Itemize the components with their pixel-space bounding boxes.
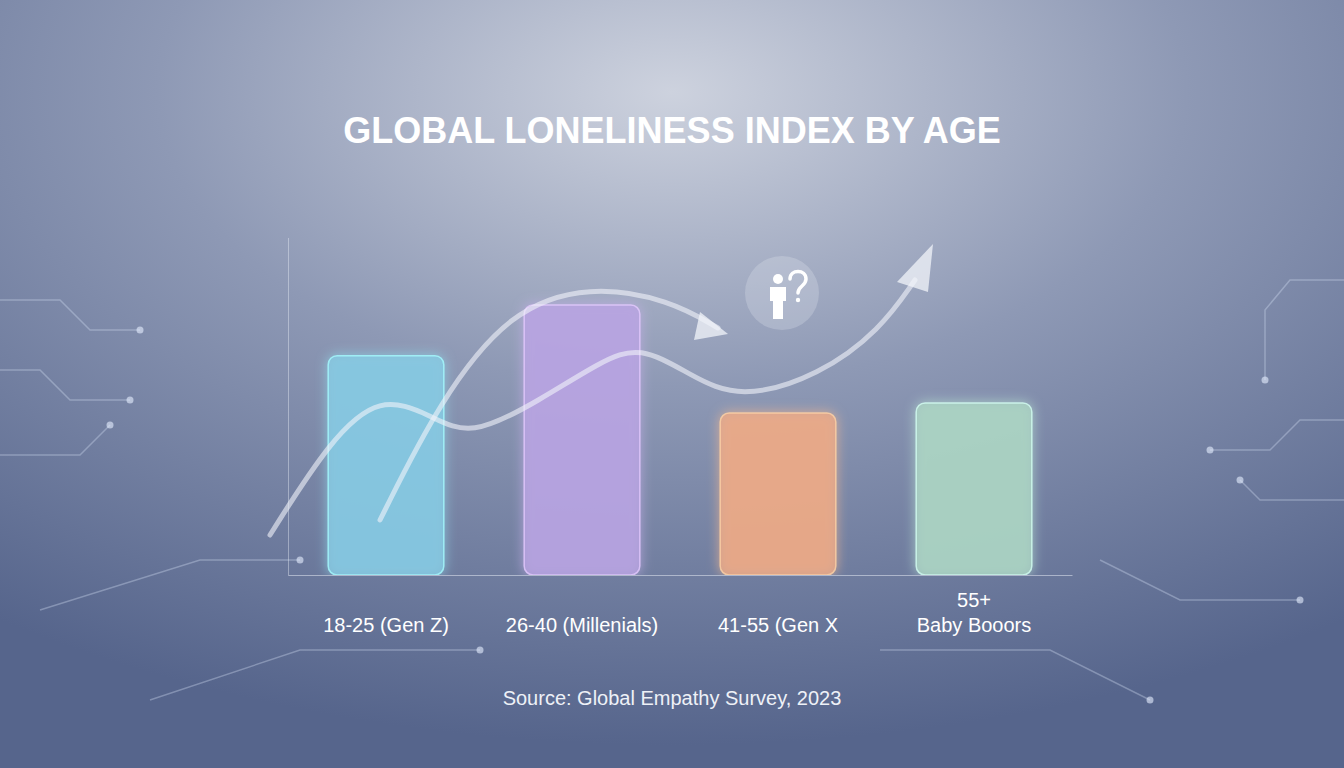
bar [524, 305, 640, 575]
circuit-decoration [0, 280, 1344, 704]
circuit-node [1297, 597, 1304, 604]
x-tick-label: 41-55 (Gen X [718, 614, 838, 636]
x-tick-label-line: 41-55 (Gen X [718, 614, 838, 636]
circuit-line [0, 425, 110, 455]
x-axis: 18-25 (Gen Z) 26-40 (Millenials) 41-55 (Ge… [289, 575, 1073, 636]
circuit-line [40, 560, 300, 610]
icon-question-dot [796, 298, 800, 302]
x-tick-label: 55+ Baby Booors [917, 589, 1032, 636]
icon-halo [745, 256, 819, 330]
person-icon [745, 256, 819, 330]
circuit-node [477, 647, 484, 654]
background [0, 0, 1344, 768]
circuit-node [1207, 447, 1214, 454]
x-tick-label: 26-40 (Millenials) [506, 614, 658, 636]
circuit-node [1147, 697, 1154, 704]
circuit-line [1265, 280, 1344, 380]
circuit-line [0, 300, 140, 330]
circuit-line [880, 650, 1150, 700]
y-axis-line [288, 238, 289, 576]
chart-title: GLOBAL LONELINESS INDEX BY AGE [343, 110, 1000, 151]
bars [328, 305, 1032, 575]
circuit-line [1100, 560, 1300, 600]
decorative-curve [270, 280, 915, 535]
circuit-node [107, 422, 114, 429]
circuit-node [1262, 377, 1269, 384]
icon-head [773, 274, 783, 284]
x-tick-label: 18-25 (Gen Z) [323, 614, 449, 636]
circuit-node [297, 557, 304, 564]
arrow-head [694, 312, 728, 340]
bar [720, 413, 836, 575]
x-tick: 41-55 (Gen X [718, 575, 838, 636]
x-tick: 18-25 (Gen Z) [323, 575, 449, 636]
source-note: Source: Global Empathy Survey, 2023 [503, 687, 842, 709]
x-tick-label-line: Baby Booors [917, 614, 1032, 636]
x-tick-label-line: 26-40 (Millenials) [506, 614, 658, 636]
arrow-head [897, 244, 933, 292]
x-axis-line [289, 575, 1073, 576]
x-tick-label-line: 55+ [957, 589, 991, 611]
bar [916, 403, 1032, 575]
x-tick: 26-40 (Millenials) [506, 575, 658, 636]
circuit-line [1210, 420, 1344, 450]
icon-body [770, 287, 786, 319]
x-tick: 55+ Baby Booors [917, 575, 1032, 636]
circuit-node [1237, 477, 1244, 484]
circuit-node [137, 327, 144, 334]
y-axis [288, 238, 289, 576]
x-tick-label-line: 18-25 (Gen Z) [323, 614, 449, 636]
circuit-line [150, 650, 480, 700]
decorative-curve [380, 291, 718, 520]
circuit-line [0, 370, 130, 400]
icon-question [790, 272, 806, 294]
circuit-line [1240, 480, 1344, 500]
circuit-node [127, 397, 134, 404]
chart-canvas: GLOBAL LONELINESS INDEX BY AGE 18-25 (Gen… [0, 0, 1344, 768]
trend-decoration [270, 244, 933, 535]
bar [328, 356, 444, 575]
